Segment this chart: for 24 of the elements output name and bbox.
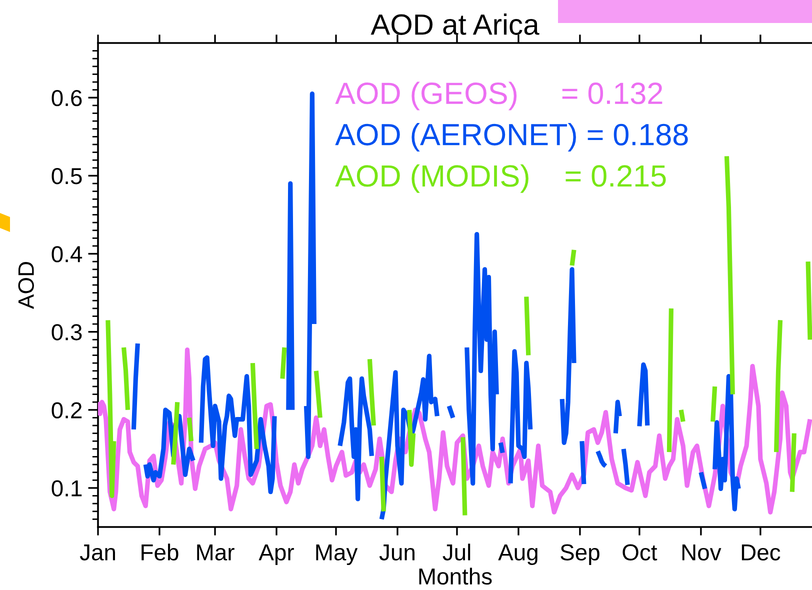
text: AOD (MODIS) = 0.215: [335, 164, 666, 193]
x-tick-label: Nov: [682, 544, 722, 560]
x-tick-label: Jan: [80, 544, 115, 560]
x-tick-label: Jun: [379, 544, 414, 560]
y-axis-title: AOD: [18, 262, 34, 310]
y-tick-label: 0.5: [52, 168, 82, 184]
chart-title: AOD at Arica: [370, 14, 540, 35]
x-tick-label: Feb: [142, 544, 178, 560]
text: AOD (GEOS) = 0.132: [335, 82, 662, 110]
y-tick-label: 0.1: [52, 480, 82, 496]
x-tick-label: Oct: [622, 544, 658, 560]
x-axis-title: Months: [419, 568, 492, 585]
y-tick-label: 0.2: [52, 402, 82, 418]
y-tick-label: 0.4: [52, 246, 82, 262]
x-tick-label: May: [316, 544, 358, 566]
x-tick-label: Jul: [442, 544, 470, 560]
y-tick-label: 0.6: [52, 90, 82, 106]
x-tick-label: Apr: [258, 544, 294, 566]
x-tick-label: Dec: [742, 544, 780, 560]
x-tick-label: Mar: [197, 544, 234, 560]
series-label: AOD (AERONET) = 0.188: [335, 123, 688, 152]
y-tick-label: 0.3: [52, 324, 82, 340]
x-tick-label: Sep: [560, 544, 600, 566]
x-tick-label: Aug: [498, 544, 538, 566]
